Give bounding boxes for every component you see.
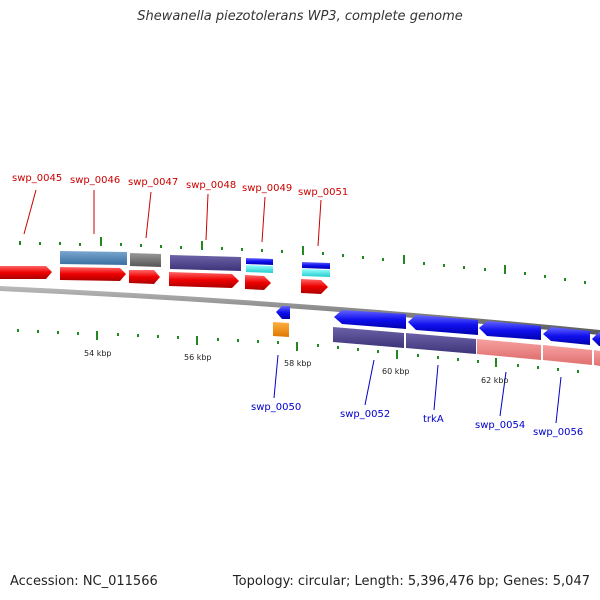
ruler-label-58-kbp: 58 kbp	[284, 359, 312, 368]
cds-arrow[interactable]	[129, 270, 160, 284]
forward-gene-labels: swp_0045 swp_0046 swp_0047 swp_0048 swp_…	[12, 173, 348, 198]
reverse-tick-marks	[17, 329, 579, 373]
cds-arrow[interactable]	[408, 315, 478, 335]
forward-leader-lines	[23, 189, 322, 247]
cds-arrow[interactable]	[334, 310, 406, 329]
forward-feature-track	[60, 251, 330, 277]
gene-label-swp-0047[interactable]: swp_0047	[128, 177, 178, 188]
ruler-label-60-kbp: 60 kbp	[382, 367, 410, 376]
reverse-feature-track	[273, 322, 600, 366]
feature-box[interactable]	[273, 322, 289, 337]
ruler-label-62-kbp: 62 kbp	[481, 376, 509, 385]
gene-label-swp-0052[interactable]: swp_0052	[340, 409, 390, 420]
genome-stats-text: Topology: circular; Length: 5,396,476 bp…	[232, 574, 590, 589]
gene-label-swp-0051[interactable]: swp_0051	[298, 187, 348, 198]
cds-arrow[interactable]	[592, 332, 600, 346]
reverse-gene-labels: swp_0050 swp_0052 trkA swp_0054 swp_0056	[251, 402, 583, 438]
feature-box[interactable]	[406, 333, 476, 354]
feature-box[interactable]	[543, 345, 592, 365]
cds-arrow[interactable]	[169, 272, 239, 288]
cds-arrow[interactable]	[0, 266, 52, 279]
feature-box[interactable]	[170, 255, 241, 271]
forward-cds-track	[0, 266, 328, 294]
ruler-label-54-kbp: 54 kbp	[84, 349, 112, 358]
gene-label-trka[interactable]: trkA	[423, 414, 444, 425]
feature-box[interactable]	[594, 350, 600, 366]
reverse-cds-track	[276, 306, 600, 346]
cds-arrow[interactable]	[301, 279, 328, 294]
feature-box[interactable]	[302, 262, 330, 269]
feature-box[interactable]	[333, 327, 404, 348]
map-title: Shewanella piezotolerans WP3, complete g…	[137, 9, 463, 24]
cds-arrow[interactable]	[245, 275, 271, 290]
cds-arrow[interactable]	[479, 321, 541, 340]
gene-label-swp-0048[interactable]: swp_0048	[186, 180, 236, 191]
gene-label-swp-0056[interactable]: swp_0056	[533, 427, 583, 438]
genome-backbone	[0, 286, 600, 335]
gene-label-swp-0046[interactable]: swp_0046	[70, 175, 120, 186]
feature-box[interactable]	[246, 258, 273, 265]
gene-label-swp-0045[interactable]: swp_0045	[12, 173, 62, 184]
cds-arrow[interactable]	[543, 327, 590, 345]
feature-box[interactable]	[60, 251, 127, 265]
ruler-labels: 54 kbp 56 kbp 58 kbp 60 kbp 62 kbp	[84, 349, 509, 385]
feature-box[interactable]	[130, 253, 161, 267]
reverse-leader-lines	[273, 354, 562, 424]
feature-box[interactable]	[246, 265, 273, 273]
forward-tick-marks	[19, 237, 586, 284]
feature-box[interactable]	[477, 339, 541, 360]
accession-text: Accession: NC_011566	[10, 574, 158, 589]
feature-box[interactable]	[302, 269, 330, 277]
gene-label-swp-0050[interactable]: swp_0050	[251, 402, 301, 413]
cds-arrow[interactable]	[276, 306, 290, 319]
gene-label-swp-0054[interactable]: swp_0054	[475, 420, 525, 431]
cds-arrow[interactable]	[60, 267, 126, 281]
ruler-label-56-kbp: 56 kbp	[184, 353, 212, 362]
gene-label-swp-0049[interactable]: swp_0049	[242, 183, 292, 194]
